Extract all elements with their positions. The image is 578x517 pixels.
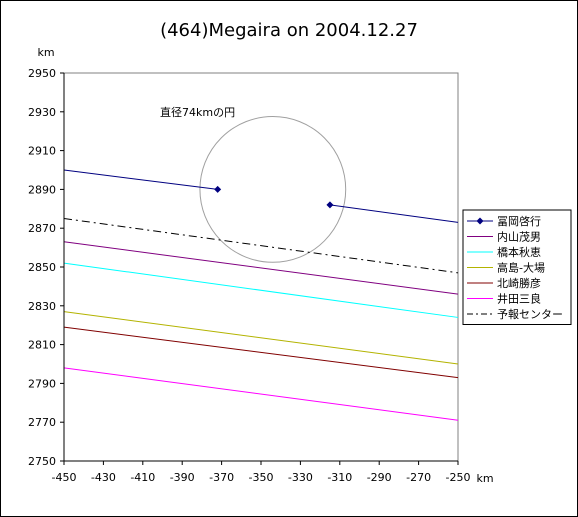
legend-label: 橋本秋恵 (497, 245, 541, 259)
x-tick-label: -410 (130, 471, 155, 484)
y-tick-label: 2930 (28, 106, 56, 119)
legend-marker (476, 217, 484, 225)
x-tick-label: -350 (249, 471, 274, 484)
series-line (63, 218, 459, 274)
axes: 2950 2930 2910 2890 2870 2850 2830 2810 2790 2770… (28, 46, 494, 485)
y-tick-label: 2750 (28, 455, 56, 468)
x-tick-label: -250 (446, 471, 471, 484)
x-tick-label: -450 (52, 471, 77, 484)
y-tick-label: 2890 (28, 183, 56, 196)
y-axis-label: km (37, 46, 54, 59)
plot-border (63, 72, 459, 462)
x-tick-label: -390 (170, 471, 195, 484)
y-tick-label: 2850 (28, 261, 56, 274)
legend-label: 高島-大場 (497, 261, 545, 275)
y-tick-label: 2830 (28, 300, 56, 313)
x-tick-label: -270 (406, 471, 431, 484)
y-tick-label: 2810 (28, 339, 56, 352)
series-line (63, 367, 459, 421)
series-marker (326, 201, 334, 209)
legend-label: 北崎勝彦 (497, 276, 541, 290)
diameter-circle (199, 116, 347, 263)
plot-area: 直径74kmの円 (63, 72, 459, 462)
x-tick-label: -310 (327, 471, 352, 484)
series-line (63, 311, 459, 365)
series-line (63, 241, 459, 295)
y-tick-label: 2950 (28, 67, 56, 80)
series-line (63, 326, 459, 379)
x-tick-label: -430 (91, 471, 116, 484)
legend-label: 冨岡啓行 (497, 214, 541, 228)
x-axis-label: km (476, 472, 493, 485)
legend-label: 予報センター (497, 308, 563, 321)
series-line (63, 262, 459, 318)
y-tick-label: 2910 (28, 145, 56, 158)
y-tick-label: 2770 (28, 416, 56, 429)
legend-label: 井田三良 (497, 292, 541, 306)
series-marker (214, 185, 222, 193)
series-line (329, 204, 459, 223)
x-tick-label: -370 (209, 471, 234, 484)
y-tick-label: 2870 (28, 222, 56, 235)
chart-title: (464)Megaira on 2004.12.27 (160, 20, 418, 41)
x-tick-label: -330 (288, 471, 313, 484)
series-line (63, 169, 218, 190)
legend-label: 内山茂男 (497, 230, 541, 244)
y-tick-label: 2790 (28, 377, 56, 390)
x-tick-label: -290 (367, 471, 392, 484)
circle-annotation: 直径74kmの円 (160, 105, 235, 119)
